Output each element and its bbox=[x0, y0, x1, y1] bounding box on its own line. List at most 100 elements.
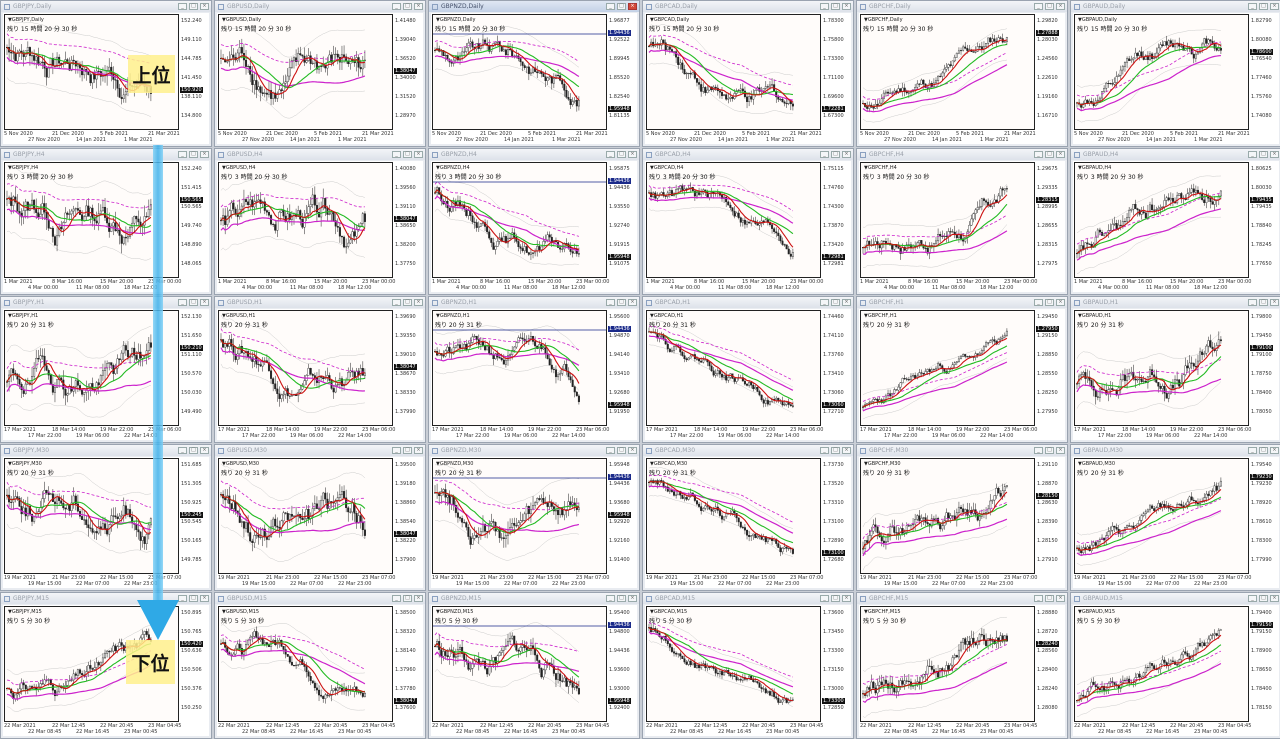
window-titlebar[interactable]: GBPJPY,M15_□× bbox=[1, 593, 211, 604]
maximize-button[interactable]: □ bbox=[831, 447, 840, 454]
window-titlebar[interactable]: GBPCAD,Daily_□× bbox=[643, 1, 853, 12]
minimize-button[interactable]: _ bbox=[392, 3, 401, 10]
window-titlebar[interactable]: GBPUSD,H4_□× bbox=[215, 149, 425, 160]
maximize-button[interactable]: □ bbox=[617, 3, 626, 10]
close-button[interactable]: × bbox=[1056, 299, 1065, 306]
maximize-button[interactable]: □ bbox=[189, 447, 198, 454]
maximize-button[interactable]: □ bbox=[617, 447, 626, 454]
minimize-button[interactable]: _ bbox=[820, 3, 829, 10]
maximize-button[interactable]: □ bbox=[1045, 151, 1054, 158]
maximize-button[interactable]: □ bbox=[617, 299, 626, 306]
maximize-button[interactable]: □ bbox=[1259, 447, 1268, 454]
window-titlebar[interactable]: GBPNZD,M30_□× bbox=[429, 445, 639, 456]
window-titlebar[interactable]: GBPCAD,M30_□× bbox=[643, 445, 853, 456]
maximize-button[interactable]: □ bbox=[403, 595, 412, 602]
window-titlebar[interactable]: GBPNZD,H1_□× bbox=[429, 297, 639, 308]
minimize-button[interactable]: _ bbox=[392, 595, 401, 602]
minimize-button[interactable]: _ bbox=[178, 151, 187, 158]
window-titlebar[interactable]: GBPCAD,M15_□× bbox=[643, 593, 853, 604]
maximize-button[interactable]: □ bbox=[1045, 3, 1054, 10]
window-titlebar[interactable]: GBPCHF,Daily_□× bbox=[857, 1, 1067, 12]
window-titlebar[interactable]: GBPCAD,H4_□× bbox=[643, 149, 853, 160]
close-button[interactable]: × bbox=[628, 151, 637, 158]
minimize-button[interactable]: _ bbox=[1034, 595, 1043, 602]
window-titlebar[interactable]: GBPCHF,H1_□× bbox=[857, 297, 1067, 308]
minimize-button[interactable]: _ bbox=[1248, 151, 1257, 158]
window-titlebar[interactable]: GBPJPY,Daily_□× bbox=[1, 1, 211, 12]
maximize-button[interactable]: □ bbox=[1045, 595, 1054, 602]
window-titlebar[interactable]: GBPNZD,Daily_□× bbox=[429, 1, 639, 12]
maximize-button[interactable]: □ bbox=[831, 595, 840, 602]
close-button[interactable]: × bbox=[1270, 299, 1279, 306]
window-titlebar[interactable]: GBPNZD,M15_□× bbox=[429, 593, 639, 604]
window-titlebar[interactable]: GBPUSD,M15_□× bbox=[215, 593, 425, 604]
close-button[interactable]: × bbox=[628, 299, 637, 306]
minimize-button[interactable]: _ bbox=[1248, 447, 1257, 454]
window-titlebar[interactable]: GBPAUD,M30_□× bbox=[1071, 445, 1280, 456]
minimize-button[interactable]: _ bbox=[178, 3, 187, 10]
minimize-button[interactable]: _ bbox=[1034, 3, 1043, 10]
minimize-button[interactable]: _ bbox=[178, 595, 187, 602]
minimize-button[interactable]: _ bbox=[178, 299, 187, 306]
minimize-button[interactable]: _ bbox=[1034, 151, 1043, 158]
close-button[interactable]: × bbox=[200, 595, 209, 602]
minimize-button[interactable]: _ bbox=[820, 595, 829, 602]
